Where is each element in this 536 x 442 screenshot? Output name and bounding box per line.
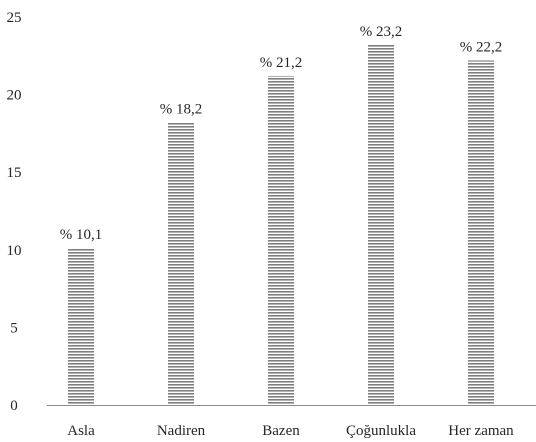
category-label: Çoğunlukla [346, 423, 416, 439]
y-axis-ticks: 0 5 10 15 20 25 [7, 10, 22, 414]
category-labels: Asla Nadiren Bazen Çoğunlukla Her zaman [67, 423, 514, 439]
bar [268, 75, 294, 405]
data-label: % 21,2 [260, 55, 303, 71]
data-labels: % 10,1 % 18,2 % 21,2 % 23,2 % 22,2 [60, 24, 503, 243]
category-label: Asla [67, 423, 95, 439]
bar [68, 248, 94, 405]
bar [368, 44, 394, 405]
category-label: Bazen [262, 423, 300, 439]
y-tick-label: 15 [7, 165, 22, 181]
y-tick-label: 20 [7, 88, 22, 104]
category-label: Her zaman [448, 423, 514, 439]
data-label: % 18,2 [160, 102, 203, 118]
category-label: Nadiren [157, 423, 206, 439]
bar [168, 122, 194, 405]
data-label: % 22,2 [460, 39, 503, 55]
y-tick-label: 10 [7, 243, 22, 259]
data-label: % 23,2 [360, 24, 403, 40]
y-tick-label: 25 [7, 10, 22, 26]
y-tick-label: 5 [10, 320, 18, 336]
bar [468, 60, 494, 406]
bars [68, 44, 494, 406]
data-label: % 10,1 [60, 227, 103, 243]
y-tick-label: 0 [10, 398, 18, 414]
